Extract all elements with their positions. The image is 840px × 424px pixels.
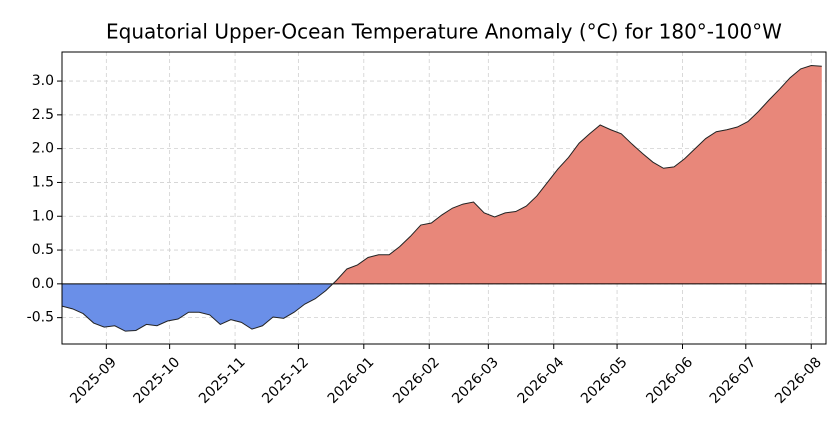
x-tick-label: 2026-02 <box>390 354 443 407</box>
x-tick-label: 2026-08 <box>772 354 825 407</box>
x-tick-label: 2025-10 <box>131 354 184 407</box>
y-tick-label: -0.5 <box>27 310 54 326</box>
y-tick-label: 1.5 <box>32 174 54 190</box>
x-tick-label: 2026-06 <box>643 354 696 407</box>
negative-area <box>62 283 822 332</box>
y-tick-label: 3.0 <box>32 73 54 89</box>
y-tick-label: 2.0 <box>32 141 54 157</box>
x-tick-label: 2026-05 <box>578 354 631 407</box>
x-tick-label: 2026-07 <box>707 354 760 407</box>
y-tick-label: 1.0 <box>32 208 54 224</box>
plot-frame <box>61 51 827 345</box>
chart-title: Equatorial Upper-Ocean Temperature Anoma… <box>106 20 782 44</box>
positive-area <box>332 65 822 284</box>
x-tick-label: 2026-04 <box>515 354 568 407</box>
x-tick-label: 2025-11 <box>196 354 249 407</box>
x-tick-label: 2026-01 <box>325 354 378 407</box>
anomaly-line <box>61 65 822 332</box>
x-tick-label: 2025-12 <box>259 354 312 407</box>
y-tick-label: 0.5 <box>32 242 54 258</box>
x-tick-label: 2026-03 <box>449 354 502 407</box>
y-tick-label: 0.0 <box>32 276 54 292</box>
y-tick-label: 2.5 <box>32 107 54 123</box>
x-tick-label: 2025-09 <box>67 354 120 407</box>
